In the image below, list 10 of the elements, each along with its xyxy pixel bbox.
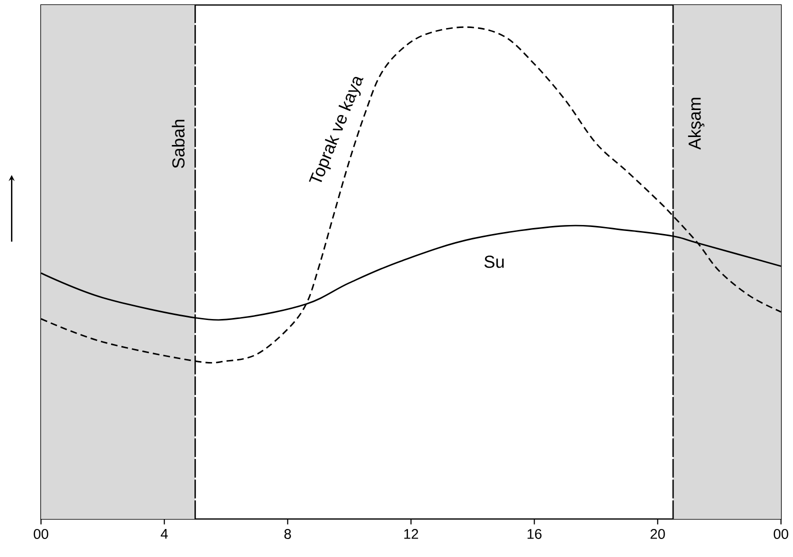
band-label: Akşam: [688, 98, 704, 150]
band-label: Sabah: [172, 120, 185, 168]
x-tick-label: 00: [34, 529, 48, 539]
x-tick-label: 12: [404, 529, 418, 539]
x-tick-label: 00: [774, 529, 788, 539]
x-tick-label: 8: [284, 529, 291, 539]
x-tick-label: 20: [650, 529, 665, 539]
x-tick-label: 4: [160, 529, 168, 539]
x-tick-label: 16: [528, 529, 542, 539]
series-label: Su: [484, 256, 504, 268]
